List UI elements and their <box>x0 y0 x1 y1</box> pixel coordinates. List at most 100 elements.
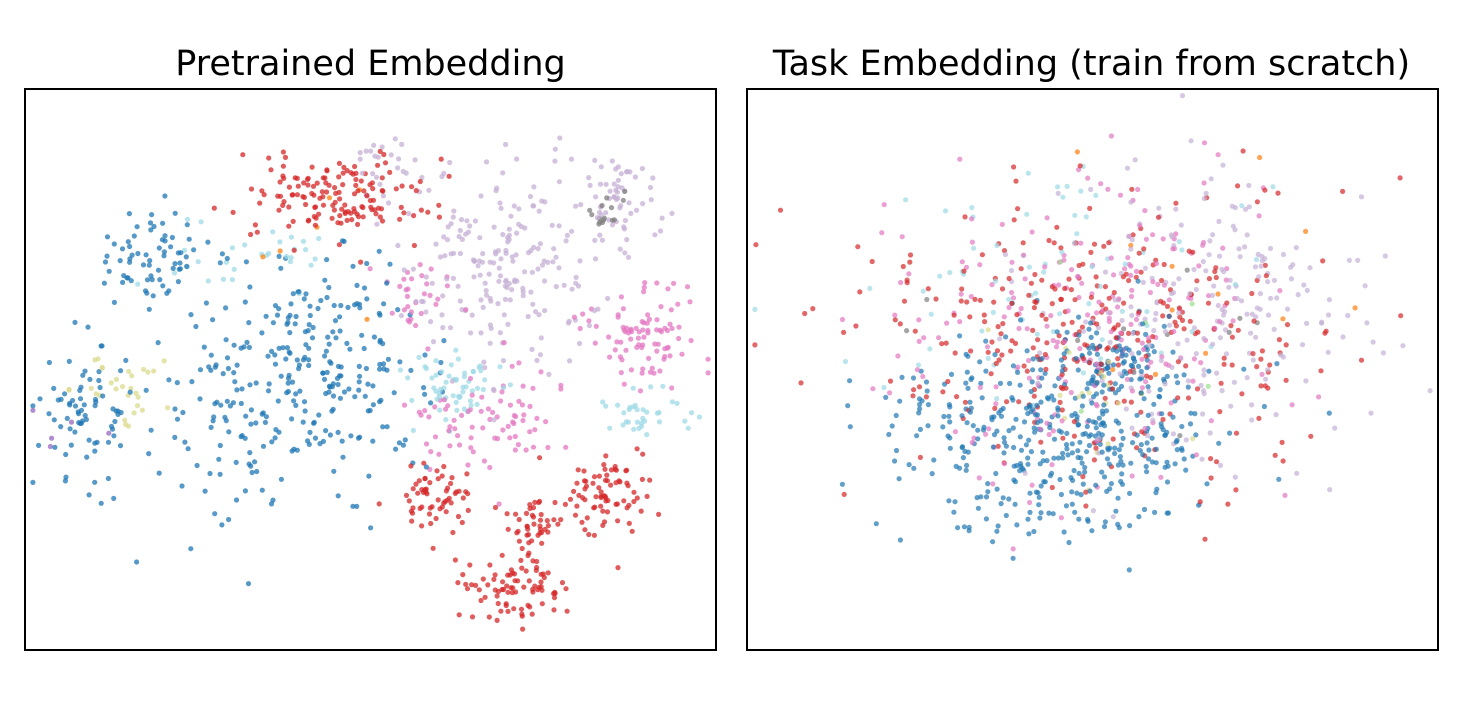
scatter-point <box>436 451 442 457</box>
scatter-point <box>339 438 345 444</box>
scatter-point <box>430 339 437 345</box>
scatter-point <box>1027 509 1033 515</box>
scatter-point <box>1187 421 1194 427</box>
scatter-point <box>1024 368 1030 374</box>
scatter-point <box>239 386 245 392</box>
scatter-point <box>108 423 115 429</box>
scatter-point <box>1253 256 1260 263</box>
scatter-point <box>499 389 505 395</box>
scatter-point <box>1085 175 1091 181</box>
scatter-point <box>944 320 950 326</box>
scatter-point <box>1079 460 1085 466</box>
scatter-point <box>291 398 297 404</box>
scatter-point <box>1147 289 1153 296</box>
scatter-point <box>303 291 309 297</box>
scatter-point <box>925 286 931 292</box>
scatter-point <box>1201 335 1207 342</box>
scatter-point <box>169 234 175 241</box>
scatter-point <box>516 516 522 523</box>
scatter-point <box>1076 332 1082 338</box>
scatter-point <box>457 250 463 257</box>
scatter-point <box>435 296 441 302</box>
scatter-point <box>326 182 332 188</box>
scatter-point <box>1040 458 1046 464</box>
scatter-point <box>427 292 433 298</box>
scatter-point <box>596 473 603 479</box>
scatter-point <box>1006 296 1012 302</box>
scatter-point <box>83 416 89 423</box>
scatter-point <box>1130 440 1136 446</box>
scatter-point <box>1086 390 1092 396</box>
scatter-point <box>224 398 230 404</box>
scatter-point <box>1135 186 1141 193</box>
scatter-point <box>642 418 648 424</box>
scatter-point <box>284 253 290 259</box>
scatter-point <box>306 345 312 351</box>
scatter-point <box>994 528 1000 534</box>
scatter-point <box>1060 386 1066 392</box>
scatter-point <box>644 493 650 499</box>
scatter-point <box>232 379 238 385</box>
scatter-point <box>606 334 612 340</box>
scatter-point <box>495 600 501 607</box>
scatter-point <box>551 246 557 252</box>
scatter-point <box>282 154 289 160</box>
scatter-point <box>983 338 989 344</box>
scatter-point <box>963 467 969 473</box>
scatter-point <box>1140 452 1146 458</box>
scatter-point <box>1026 264 1032 270</box>
scatter-point <box>155 340 161 346</box>
scatter-point <box>314 180 320 186</box>
scatter-point <box>1008 267 1015 274</box>
scatter-point <box>521 412 527 418</box>
scatter-point <box>1110 514 1116 520</box>
scatter-point <box>752 306 758 312</box>
scatter-point <box>338 364 344 370</box>
scatter-point <box>369 207 375 213</box>
scatter-point <box>970 423 976 429</box>
scatter-point <box>357 373 363 379</box>
scatter-point <box>887 390 893 396</box>
scatter-point <box>1148 359 1154 365</box>
scatter-point <box>1082 342 1088 348</box>
scatter-point <box>927 346 933 352</box>
scatter-point <box>505 239 511 245</box>
scatter-point <box>1159 277 1165 284</box>
scatter-point <box>485 582 491 588</box>
scatter-point <box>272 303 279 309</box>
scatter-point <box>607 188 613 194</box>
scatter-point <box>336 160 342 166</box>
scatter-point <box>1103 366 1109 372</box>
scatter-point <box>1159 354 1165 360</box>
scatter-point <box>641 289 647 295</box>
scatter-point <box>463 231 469 237</box>
scatter-point <box>432 404 438 410</box>
scatter-point <box>645 312 651 318</box>
scatter-point <box>292 321 298 327</box>
scatter-point <box>1159 411 1165 417</box>
scatter-point <box>361 188 367 194</box>
scatter-point <box>1162 432 1168 438</box>
scatter-point <box>999 221 1005 227</box>
scatter-point <box>1160 416 1166 423</box>
scatter-point <box>377 366 383 372</box>
scatter-point <box>959 259 965 265</box>
scatter-point <box>1039 355 1045 362</box>
scatter-point <box>1226 329 1232 335</box>
scatter-point <box>356 214 362 220</box>
scatter-point <box>359 332 365 338</box>
scatter-point <box>277 248 283 254</box>
scatter-point <box>1316 394 1322 400</box>
scatter-point <box>68 442 74 448</box>
scatter-point <box>377 181 383 187</box>
scatter-point <box>290 291 296 297</box>
scatter-point <box>975 505 981 511</box>
scatter-point <box>358 259 364 265</box>
scatter-point <box>179 483 185 489</box>
scatter-point <box>881 202 887 208</box>
scatter-point <box>914 367 920 373</box>
scatter-point <box>600 399 606 405</box>
scatter-point <box>210 317 216 323</box>
scatter-point <box>111 495 117 501</box>
scatter-point <box>544 518 550 524</box>
